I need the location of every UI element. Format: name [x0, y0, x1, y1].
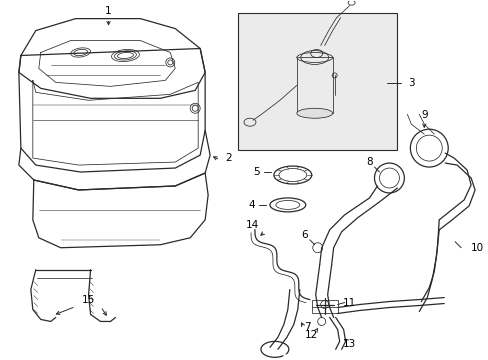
Text: 13: 13	[342, 339, 355, 349]
Text: 2: 2	[224, 153, 231, 163]
Text: 3: 3	[407, 78, 414, 88]
Text: 11: 11	[342, 297, 355, 307]
Bar	[296, 58, 332, 113]
Text: 14: 14	[245, 220, 258, 230]
Bar	[238, 13, 397, 150]
Text: 7: 7	[304, 323, 310, 332]
Text: 8: 8	[366, 157, 372, 167]
Text: 9: 9	[420, 110, 427, 120]
Text: 15: 15	[82, 294, 95, 305]
Bar	[311, 300, 337, 314]
Text: 5: 5	[253, 167, 260, 177]
Text: 12: 12	[305, 330, 318, 341]
Ellipse shape	[296, 108, 332, 118]
Text: 6: 6	[301, 230, 307, 240]
Text: 1: 1	[105, 6, 112, 15]
Text: 10: 10	[470, 243, 483, 253]
Text: 4: 4	[248, 200, 255, 210]
